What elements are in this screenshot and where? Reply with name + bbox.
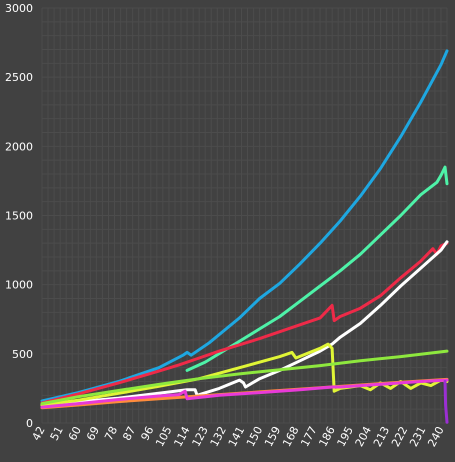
series-line-9 — [443, 380, 449, 424]
series-line-8 — [40, 378, 449, 409]
x-tick-label: 60 — [66, 424, 84, 442]
series-line-2 — [185, 165, 449, 372]
y-tick-label: 500 — [12, 348, 33, 361]
y-tick-label: 1000 — [5, 279, 33, 292]
series-line-6 — [40, 349, 449, 406]
x-tick-label: 69 — [84, 424, 102, 442]
series-line-3 — [40, 241, 449, 405]
y-axis-ticks: 0 500 1000 1500 2000 2500 3000 — [5, 2, 33, 430]
x-tick-label: 51 — [48, 424, 66, 442]
y-tick-label: 0 — [26, 417, 33, 430]
series-line-1 — [40, 49, 449, 403]
y-tick-label: 2000 — [5, 140, 33, 153]
y-tick-label: 2500 — [5, 71, 33, 84]
y-tick-label: 3000 — [5, 2, 33, 15]
x-tick-label: 42 — [30, 424, 48, 442]
x-tick-label: 87 — [120, 424, 138, 442]
x-tick-label: 78 — [102, 424, 120, 442]
x-tick-label: 96 — [138, 424, 156, 442]
y-tick-label: 1500 — [5, 210, 33, 223]
series-lines — [40, 49, 449, 424]
